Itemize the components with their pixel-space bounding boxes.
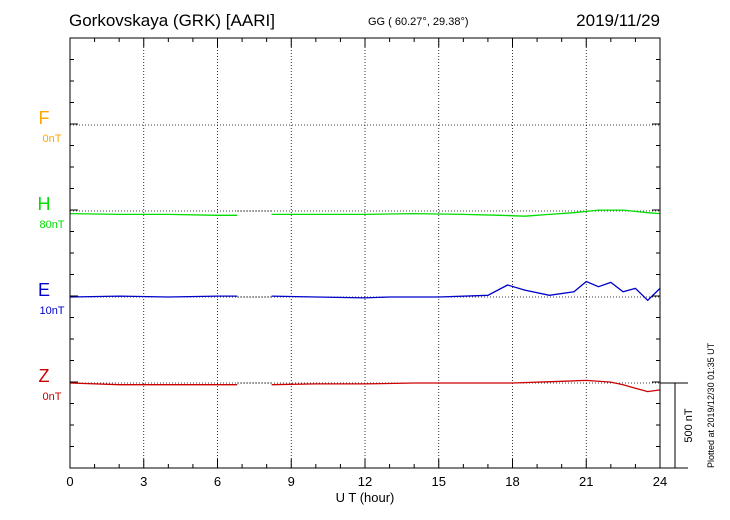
plot-frame [69,37,661,469]
series-line-e [271,280,661,302]
x-tick-label: 9 [288,474,295,489]
scale-bar: 500 nT [660,382,695,469]
series-line-e [69,295,238,298]
component-label-z: Z [39,366,50,386]
x-tick-label: 3 [140,474,147,489]
series-line-z [271,379,661,393]
x-tick-label: 0 [66,474,73,489]
component-offset-z: 0nT [43,391,62,403]
grid-layer [70,38,660,468]
baseline-layer [237,210,272,384]
x-axis-label: U T (hour) [336,490,395,505]
station-title: Gorkovskaya (GRK) [AARI] [69,11,275,30]
component-label-h: H [38,194,51,214]
series-layer [69,209,661,393]
scale-bar-label: 500 nT [683,408,695,443]
x-tick-label: 18 [505,474,519,489]
component-offset-f: 0nT [43,133,62,145]
date-label: 2019/11/29 [576,11,660,30]
x-tick-label: 24 [653,474,667,489]
component-label-layer: F 0nT H 80nT E 10nT Z 0nT [38,108,65,403]
geographic-coordinates: GG ( 60.27°, 29.38°) [368,16,469,28]
series-line-z [69,382,238,386]
component-label-f: F [39,108,50,128]
series-line-h [69,212,238,216]
series-line-h [271,209,661,217]
x-tick-label: 15 [432,474,446,489]
x-tick-label: 21 [579,474,593,489]
component-offset-e: 10nT [39,305,64,317]
tick-layer: 0 3 6 9 12 15 18 21 24 [66,38,667,489]
component-label-e: E [38,280,50,300]
x-tick-label: 12 [358,474,372,489]
component-offset-h: 80nT [39,219,64,231]
x-tick-label: 6 [214,474,221,489]
